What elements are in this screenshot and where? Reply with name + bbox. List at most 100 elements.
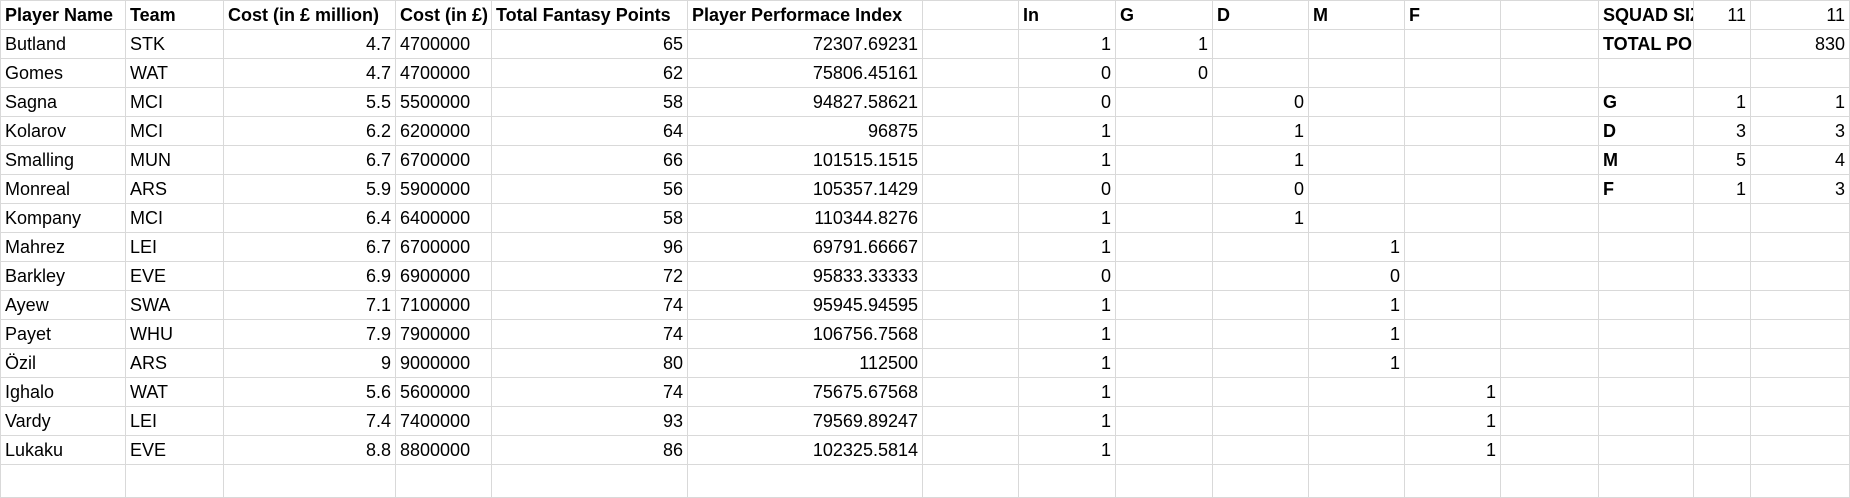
total-points-cell[interactable]: 65 [491, 29, 688, 59]
f-cell[interactable] [1404, 87, 1501, 117]
cell-empty[interactable] [395, 464, 492, 498]
total-points-cell[interactable]: 86 [491, 435, 688, 465]
ppi-cell[interactable]: 95833.33333 [687, 261, 923, 291]
cost-million-cell[interactable]: 6.7 [223, 232, 396, 262]
cost-million-cell[interactable]: 6.2 [223, 116, 396, 146]
cell-empty[interactable] [1500, 145, 1599, 175]
total-points-cell[interactable]: 80 [491, 348, 688, 378]
m-cell[interactable] [1308, 203, 1405, 233]
ppi-cell[interactable]: 105357.1429 [687, 174, 923, 204]
cell-empty[interactable] [922, 261, 1019, 291]
in-cell[interactable]: 1 [1018, 232, 1116, 262]
cell-empty[interactable] [687, 464, 923, 498]
total-points-cell[interactable]: 74 [491, 319, 688, 349]
cell-empty[interactable] [1500, 58, 1599, 88]
in-cell[interactable]: 1 [1018, 435, 1116, 465]
cell-empty[interactable] [1693, 203, 1751, 233]
g-cell[interactable]: 0 [1115, 58, 1213, 88]
cost-million-cell[interactable]: 6.7 [223, 145, 396, 175]
d-cell[interactable] [1212, 319, 1309, 349]
cell-empty[interactable] [922, 0, 1019, 30]
in-cell[interactable]: 1 [1018, 406, 1116, 436]
header-total-points[interactable]: Total Fantasy Points [491, 0, 688, 30]
f-cell[interactable] [1404, 145, 1501, 175]
cost-pounds-cell[interactable]: 5900000 [395, 174, 492, 204]
d-cell[interactable] [1212, 377, 1309, 407]
team-cell[interactable]: MCI [125, 116, 224, 146]
cell-empty[interactable] [1598, 58, 1694, 88]
total-points-value[interactable]: 830 [1750, 29, 1850, 59]
m-cell[interactable]: 1 [1308, 348, 1405, 378]
cell-empty[interactable] [1693, 58, 1751, 88]
cell-empty[interactable] [1598, 348, 1694, 378]
cost-million-cell[interactable]: 8.8 [223, 435, 396, 465]
cost-million-cell[interactable]: 5.6 [223, 377, 396, 407]
cell-empty[interactable] [1598, 232, 1694, 262]
g-cell[interactable] [1115, 203, 1213, 233]
total-points-cell[interactable]: 56 [491, 174, 688, 204]
ppi-cell[interactable]: 75806.45161 [687, 58, 923, 88]
player-name-cell[interactable]: Smalling [0, 145, 126, 175]
in-cell[interactable]: 1 [1018, 29, 1116, 59]
team-cell[interactable]: MCI [125, 203, 224, 233]
team-cell[interactable]: SWA [125, 290, 224, 320]
header-g[interactable]: G [1115, 0, 1213, 30]
position-m-label[interactable]: M [1598, 145, 1694, 175]
player-name-cell[interactable]: Monreal [0, 174, 126, 204]
m-cell[interactable] [1308, 87, 1405, 117]
cost-pounds-cell[interactable]: 7900000 [395, 319, 492, 349]
squad-size-b[interactable]: 11 [1750, 0, 1850, 30]
total-points-cell[interactable]: 74 [491, 377, 688, 407]
cost-pounds-cell[interactable]: 7400000 [395, 406, 492, 436]
cell-empty[interactable] [922, 377, 1019, 407]
cost-pounds-cell[interactable]: 5600000 [395, 377, 492, 407]
g-cell[interactable]: 1 [1115, 29, 1213, 59]
position-f-b[interactable]: 3 [1750, 174, 1850, 204]
header-player-name[interactable]: Player Name [0, 0, 126, 30]
ppi-cell[interactable]: 106756.7568 [687, 319, 923, 349]
m-cell[interactable] [1308, 174, 1405, 204]
cell-empty[interactable] [922, 203, 1019, 233]
team-cell[interactable]: LEI [125, 232, 224, 262]
squad-size-label[interactable]: SQUAD SIZE [1598, 0, 1694, 30]
cell-empty[interactable] [1598, 464, 1694, 498]
player-name-cell[interactable]: Ayew [0, 290, 126, 320]
d-cell[interactable] [1212, 290, 1309, 320]
cell-empty[interactable] [1598, 377, 1694, 407]
cell-empty[interactable] [922, 464, 1019, 498]
g-cell[interactable] [1115, 406, 1213, 436]
ppi-cell[interactable]: 112500 [687, 348, 923, 378]
header-cost-pounds[interactable]: Cost (in £) [395, 0, 492, 30]
position-f-label[interactable]: F [1598, 174, 1694, 204]
cost-million-cell[interactable]: 7.4 [223, 406, 396, 436]
cell-empty[interactable] [125, 464, 224, 498]
position-f-a[interactable]: 1 [1693, 174, 1751, 204]
cell-empty[interactable] [1750, 435, 1850, 465]
f-cell[interactable]: 1 [1404, 377, 1501, 407]
total-points-label[interactable]: TOTAL POINTS [1598, 29, 1694, 59]
cell-empty[interactable] [1500, 0, 1599, 30]
cost-pounds-cell[interactable]: 6900000 [395, 261, 492, 291]
cell-empty[interactable] [922, 232, 1019, 262]
cell-empty[interactable] [1500, 174, 1599, 204]
cell-empty[interactable] [922, 290, 1019, 320]
cell-empty[interactable] [922, 174, 1019, 204]
total-points-cell[interactable]: 96 [491, 232, 688, 262]
cell-empty[interactable] [922, 87, 1019, 117]
position-g-b[interactable]: 1 [1750, 87, 1850, 117]
team-cell[interactable]: MCI [125, 87, 224, 117]
m-cell[interactable] [1308, 406, 1405, 436]
cell-empty[interactable] [1598, 406, 1694, 436]
cell-empty[interactable] [922, 145, 1019, 175]
cell-empty[interactable] [1750, 290, 1850, 320]
cell-empty[interactable] [922, 319, 1019, 349]
g-cell[interactable] [1115, 116, 1213, 146]
cell-empty[interactable] [1693, 348, 1751, 378]
m-cell[interactable] [1308, 29, 1405, 59]
ppi-cell[interactable]: 95945.94595 [687, 290, 923, 320]
d-cell[interactable] [1212, 406, 1309, 436]
m-cell[interactable] [1308, 58, 1405, 88]
cell-empty[interactable] [0, 464, 126, 498]
ppi-cell[interactable]: 96875 [687, 116, 923, 146]
cell-empty[interactable] [1693, 406, 1751, 436]
